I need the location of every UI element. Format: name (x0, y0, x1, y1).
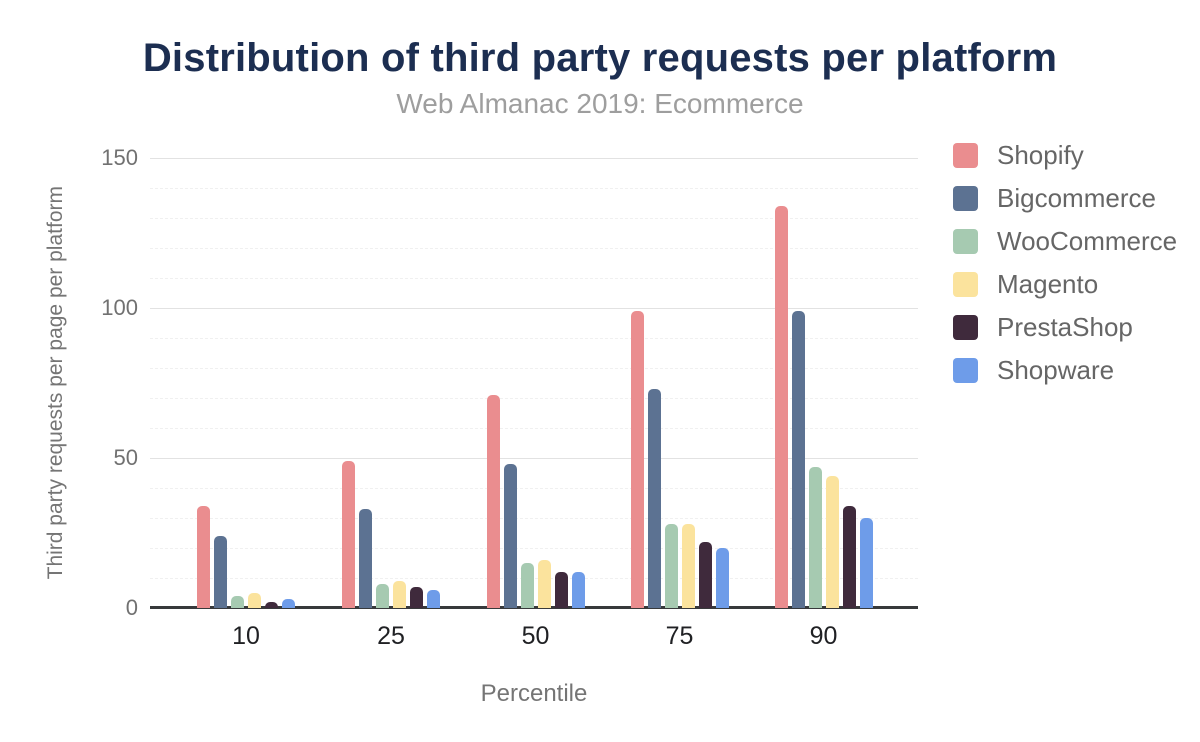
x-tick-label-25: 25 (377, 622, 405, 650)
x-tick-label-10: 10 (232, 622, 260, 650)
bar-woocommerce-p75[interactable] (664, 524, 678, 608)
minor-gridline-20 (150, 548, 918, 549)
major-gridline-150 (150, 158, 918, 159)
bar-prestashop-p75[interactable] (698, 542, 712, 608)
bar-shopware-p50[interactable] (571, 572, 585, 608)
bar-magento-p75[interactable] (681, 524, 695, 608)
minor-gridline-90 (150, 338, 918, 339)
legend-swatch-shopware (953, 358, 978, 383)
legend-item-shopware: Shopware (953, 355, 1177, 385)
bar-group-p90 (774, 158, 873, 608)
legend-label-magento: Magento (997, 269, 1099, 299)
x-tick-label-50: 50 (521, 622, 550, 650)
minor-gridline-40 (150, 488, 918, 489)
bar-shopify-p25[interactable] (342, 461, 355, 608)
bar-magento-p90[interactable] (825, 476, 839, 608)
y-tick-label-100: 100 (101, 295, 138, 320)
x-axis-line (150, 606, 918, 609)
bar-magento-p10[interactable] (248, 593, 261, 608)
legend-swatch-bigcommerce (953, 186, 978, 211)
legend-swatch-prestashop (953, 315, 978, 340)
bar-prestashop-p90[interactable] (842, 506, 856, 608)
major-gridline-100 (150, 308, 918, 309)
minor-gridline-30 (150, 518, 918, 519)
minor-gridline-120 (150, 248, 918, 249)
bar-bigcommerce-p50[interactable] (503, 464, 517, 608)
minor-gridline-10 (150, 578, 918, 579)
bar-woocommerce-p90[interactable] (808, 467, 822, 608)
bar-shopify-p75[interactable] (630, 311, 644, 608)
bar-group-p10 (197, 158, 295, 608)
bar-shopify-p10[interactable] (197, 506, 210, 608)
chart-subtitle: Web Almanac 2019: Ecommerce (396, 88, 804, 119)
major-gridline-50 (150, 458, 918, 459)
legend-swatch-magento (953, 272, 978, 297)
minor-gridline-70 (150, 398, 918, 399)
legend-label-woocommerce: WooCommerce (997, 226, 1178, 256)
bar-magento-p25[interactable] (393, 581, 406, 608)
bar-shopware-p75[interactable] (715, 548, 729, 608)
y-tick-label-150: 150 (101, 145, 138, 170)
legend-swatch-woocommerce (953, 229, 978, 254)
bar-group-p25 (342, 158, 440, 608)
legend-label-bigcommerce: Bigcommerce (997, 183, 1156, 213)
legend-item-shopify: Shopify (953, 140, 1177, 170)
bar-shopify-p90[interactable] (774, 206, 788, 608)
bar-bigcommerce-p90[interactable] (791, 311, 805, 608)
minor-gridline-140 (150, 188, 918, 189)
y-tick-label-50: 50 (113, 445, 138, 470)
bar-shopify-p50[interactable] (486, 395, 500, 608)
y-axis-title-text: Third party requests per page per platfo… (44, 186, 67, 580)
bar-woocommerce-p50[interactable] (520, 563, 534, 608)
bar-prestashop-p25[interactable] (410, 587, 423, 608)
legend-item-prestashop: PrestaShop (953, 312, 1177, 342)
bar-bigcommerce-p75[interactable] (647, 389, 661, 608)
bar-prestashop-p10[interactable] (265, 602, 278, 608)
bar-shopware-p90[interactable] (859, 518, 873, 608)
y-axis-title: Third party requests per page per platfo… (42, 158, 70, 608)
bar-magento-p50[interactable] (537, 560, 551, 608)
plot-area (150, 158, 918, 609)
x-axis-title: Percentile (480, 680, 588, 707)
bar-shopware-p25[interactable] (427, 590, 440, 608)
legend-label-shopware: Shopware (997, 355, 1115, 385)
legend: Shopify Bigcommerce WooCommerce Magento Pres… (953, 140, 1178, 401)
minor-gridline-60 (150, 428, 918, 429)
x-tick-label-90: 90 (809, 622, 838, 650)
bar-woocommerce-p10[interactable] (231, 596, 244, 608)
bar-prestashop-p50[interactable] (554, 572, 568, 608)
x-tick-label-75: 75 (665, 622, 694, 650)
bar-group-p50 (486, 158, 585, 608)
minor-gridline-80 (150, 368, 918, 369)
bar-bigcommerce-p25[interactable] (359, 509, 372, 608)
legend-item-woocommerce: WooCommerce (953, 226, 1178, 256)
legend-item-bigcommerce: Bigcommerce (953, 183, 1177, 213)
y-tick-label-0: 0 (125, 595, 138, 620)
bar-shopware-p10[interactable] (282, 599, 295, 608)
minor-gridline-130 (150, 218, 918, 219)
legend-swatch-shopify (953, 143, 978, 168)
minor-gridline-110 (150, 278, 918, 279)
bar-woocommerce-p25[interactable] (376, 584, 389, 608)
legend-item-magento: Magento (953, 269, 1177, 299)
legend-label-shopify: Shopify (997, 140, 1084, 170)
bar-group-p75 (630, 158, 729, 608)
legend-label-prestashop: PrestaShop (997, 312, 1133, 342)
bar-bigcommerce-p10[interactable] (214, 536, 227, 608)
chart-title: Distribution of third party requests per… (142, 36, 1058, 80)
